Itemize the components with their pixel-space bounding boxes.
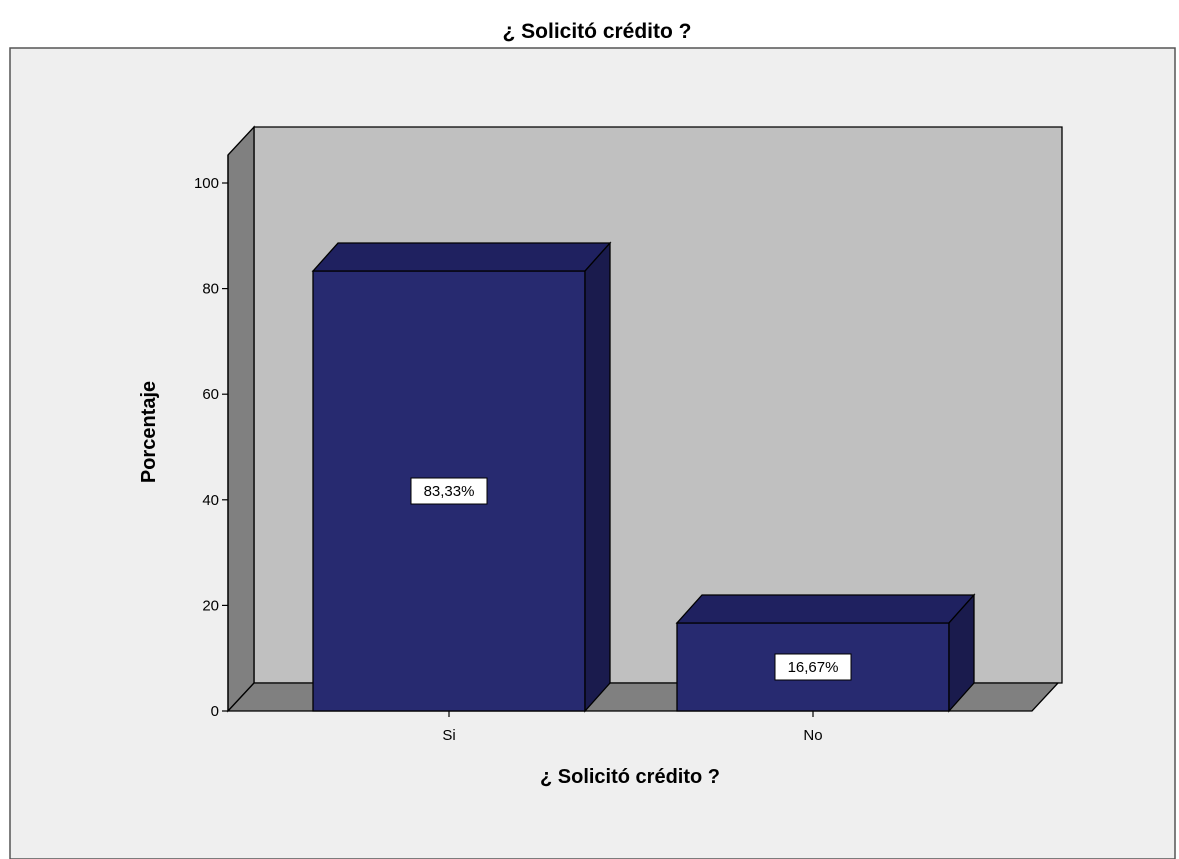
y-tick-label: 0	[211, 703, 219, 720]
data-label-box-no	[774, 653, 852, 681]
data-label-box-si	[410, 477, 488, 505]
y-tick-label: 60	[202, 386, 219, 403]
y-tick-label: 80	[202, 281, 219, 298]
bar-top-no	[675, 594, 976, 624]
bar-side-si	[584, 241, 611, 713]
bar-top-si	[311, 242, 612, 272]
chart-title: ¿ Solicitó crédito ?	[502, 20, 691, 43]
y-tick-label: 100	[194, 175, 219, 192]
y-axis-label: Porcentaje	[138, 381, 160, 483]
data-label-no: 16,67%	[788, 659, 839, 676]
y-tick-label: 40	[202, 492, 219, 509]
x-tick-label-no: No	[803, 727, 822, 744]
data-label-si: 83,33%	[424, 483, 475, 500]
y-tick-label: 20	[202, 597, 219, 614]
bar-side-no	[948, 593, 975, 713]
side-wall	[227, 125, 255, 713]
x-tick-label-si: Si	[442, 727, 455, 744]
plot-area: 0 20 40 60 80 100 Si 83,33% No 16,67%	[194, 125, 1063, 744]
x-axis-label: ¿ Solicitó crédito ?	[540, 766, 720, 788]
